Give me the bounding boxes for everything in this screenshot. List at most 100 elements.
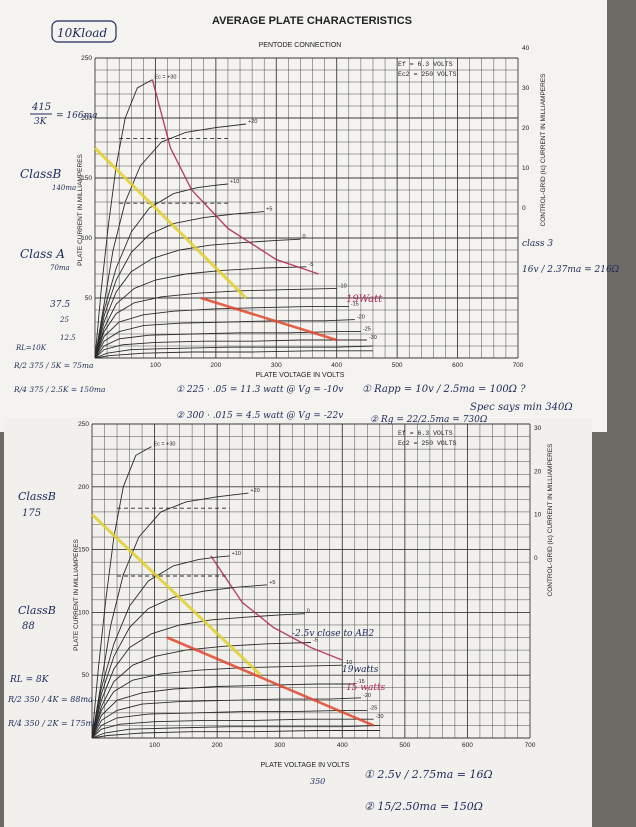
load-line-magenta <box>151 79 319 275</box>
svg-text:Ef = 6.3 VOLTS: Ef = 6.3 VOLTS <box>398 430 453 437</box>
x-tick-label: 400 <box>337 742 348 749</box>
curve-label: -15 <box>351 301 359 307</box>
x-tick-label: 700 <box>513 362 524 369</box>
curve-+20 <box>94 123 247 359</box>
curve-+5 <box>91 584 268 739</box>
x-tick-label: 200 <box>210 362 221 369</box>
svg-text:10Kload: 10Kload <box>57 26 107 40</box>
note-375: 37.5 <box>50 300 70 310</box>
curve--15 <box>91 683 355 739</box>
x-tick-label: 600 <box>452 362 463 369</box>
curve-label: -5 <box>313 638 318 644</box>
top-axes: 100 200 300 400 500 600 7005010015020025040302… <box>81 45 529 369</box>
note2-15w: 15 watts <box>346 683 386 693</box>
curve-label: -30 <box>376 714 384 720</box>
x-tick-label: 300 <box>274 742 285 749</box>
curve-label: Ec = +30 <box>153 442 175 448</box>
y2-tick-label: 30 <box>522 85 530 92</box>
note2-r2: R/2 350 / 4K = 88ma <box>7 695 93 704</box>
y-tick-label: 200 <box>81 115 92 122</box>
curve-0 <box>94 238 301 359</box>
y-tick-label: 150 <box>78 547 89 554</box>
curve--30 <box>91 718 374 739</box>
top-curves: Ec = +30 +20 +10 +5 0 -5 -10 -15 -20 -25 -30 <box>94 75 377 359</box>
y2-tick-label: 0 <box>522 205 526 212</box>
y-axis-title: PLATE CURRENT IN MILLIAMPERES <box>77 153 84 265</box>
bottom-curves: Ec = +30 +20 +10 +5 0 -5 -10 -15 -20 -25 -30 <box>91 442 384 739</box>
y2-tick-label: 30 <box>534 425 542 432</box>
curve-label: -20 <box>363 693 371 699</box>
curve-label: -5 <box>309 262 314 268</box>
curve--30 <box>94 339 367 359</box>
load-line-yellow <box>93 146 248 300</box>
note-frac-den: 3K <box>34 117 48 127</box>
note2-classB2: ClassB <box>18 604 56 617</box>
curve-+20 <box>91 492 249 739</box>
y2-tick-label: 20 <box>534 468 542 475</box>
curve-label: +20 <box>250 488 259 494</box>
x-tick-label: 100 <box>150 362 161 369</box>
curve--40 <box>94 350 373 359</box>
y-tick-label: 100 <box>81 235 92 242</box>
bottom-sheet <box>4 418 592 827</box>
top-conditions: Ef = 6.3 VOLTS Ec2 = 250 VOLTS <box>398 61 457 78</box>
x-tick-label: 100 <box>149 742 160 749</box>
bottom-conditions: Ef = 6.3 VOLTS Ec2 = 250 VOLTS <box>398 430 457 447</box>
note2-classB-v: 175 <box>22 508 41 519</box>
note-classB: ClassB <box>20 167 61 181</box>
note-rapp: ① Rapp = 10v / 2.5ma = 100Ω ? <box>362 384 526 395</box>
x-tick-label: 500 <box>392 362 403 369</box>
note2-classB: ClassB <box>18 490 56 503</box>
note-frac-val: = 166ma <box>56 111 97 121</box>
note-classA-sub: 70ma <box>50 264 70 272</box>
y-tick-label: 150 <box>81 175 92 182</box>
note-r4: R/4 375 / 2.5K = 150ma <box>13 385 105 394</box>
note-classB-sub: 140ma <box>52 184 76 192</box>
curve-label: -15 <box>357 679 365 685</box>
note2-classB2-v: 88 <box>22 621 35 632</box>
x-axis-title-2: PLATE VOLTAGE IN VOLTS <box>261 762 350 769</box>
curve-label: -10 <box>344 660 352 666</box>
note2-eq2: ② 15/2.50ma = 150Ω <box>364 800 483 813</box>
note-25: 25 <box>59 316 69 324</box>
x-tick-label: 500 <box>399 742 410 749</box>
bottom-handwritten-notes: ClassB 175 ClassB 88 RL = 8K R/2 350 / 4… <box>7 490 493 813</box>
curve--35 <box>91 724 380 739</box>
note-19watt: 19Watt <box>346 294 383 305</box>
load-line-magenta <box>210 555 343 661</box>
curve-0 <box>91 613 305 739</box>
curve-label: +10 <box>230 179 239 185</box>
chart-subtitle: PENTODE CONNECTION <box>259 42 342 49</box>
svg-text:Ef = 6.3 VOLTS: Ef = 6.3 VOLTS <box>398 61 453 68</box>
bottom-axes: 100 200 300 400 500 600 7005010015020025030201… <box>78 421 541 749</box>
load-tag: 10Kload <box>51 20 117 43</box>
top-load-lines <box>93 79 338 342</box>
note-op1: ① 225 · .05 = 11.3 watt @ Vg = -10v <box>176 385 343 395</box>
curve--35 <box>94 345 374 359</box>
y2-tick-label: 0 <box>534 555 538 562</box>
x-axis-title: PLATE VOLTAGE IN VOLTS <box>256 372 345 379</box>
curve-label: -30 <box>369 335 377 341</box>
curve-label: +20 <box>248 119 257 125</box>
note-frac-num: 415 <box>31 102 51 113</box>
x-tick-label: 200 <box>212 742 223 749</box>
note-spec: Spec says min 340Ω <box>470 402 573 413</box>
chart-title: AVERAGE PLATE CHARACTERISTICS <box>212 15 412 27</box>
y2-tick-label: 20 <box>522 125 530 132</box>
curve-label: -25 <box>369 705 377 711</box>
note-r2: R/2 375 / 5K = 75ma <box>13 361 94 370</box>
y2-tick-label: 40 <box>522 45 530 52</box>
x-tick-label: 700 <box>525 742 536 749</box>
curve-label: -20 <box>357 315 365 321</box>
curve-+30 <box>94 79 153 359</box>
curve--5 <box>94 266 307 359</box>
note-rl: RL=10K <box>15 344 47 352</box>
svg-text:Ec2 = 250 VOLTS: Ec2 = 250 VOLTS <box>398 440 457 447</box>
y-tick-label: 250 <box>81 55 92 62</box>
curve-+5 <box>94 211 265 359</box>
note2-rl: RL = 8K <box>9 675 50 685</box>
curve--10 <box>94 287 337 359</box>
x-tick-label: 400 <box>331 362 342 369</box>
curve-label: Ec = +30 <box>154 75 176 81</box>
